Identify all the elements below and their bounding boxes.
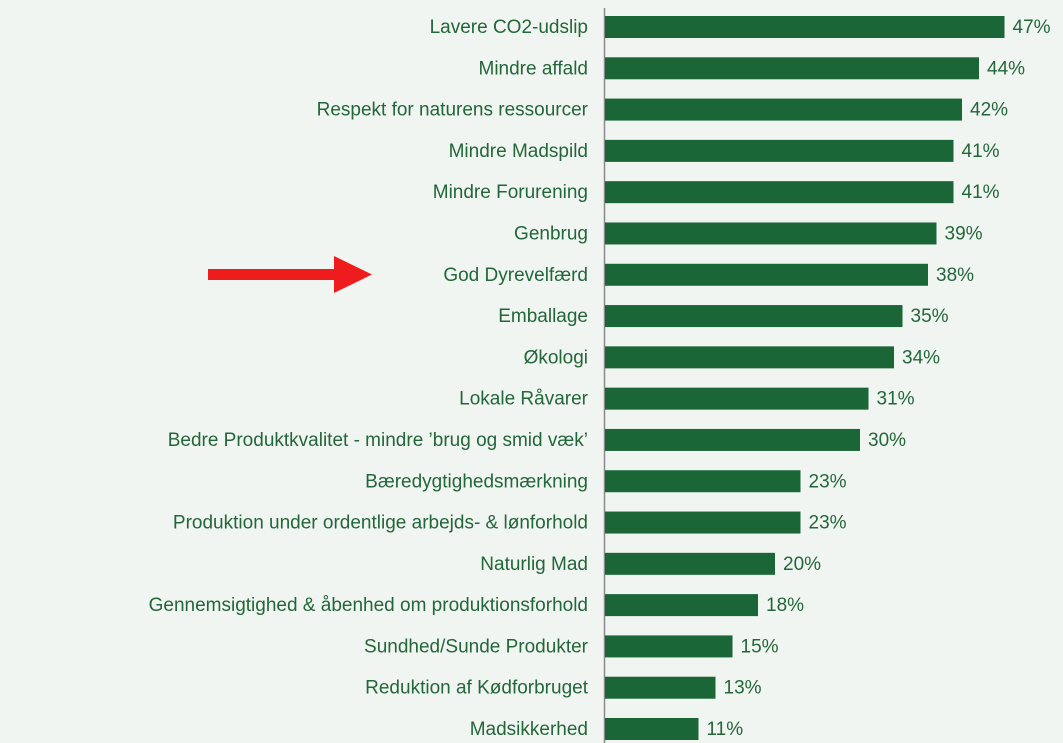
value-label: 41% bbox=[962, 182, 1000, 203]
value-label: 20% bbox=[783, 554, 821, 575]
value-label: 18% bbox=[766, 595, 804, 616]
category-label: Lokale Råvarer bbox=[459, 389, 589, 410]
bar bbox=[605, 346, 894, 369]
value-label: 13% bbox=[724, 678, 762, 699]
category-label: Bedre Produktkvalitet - mindre ’brug og … bbox=[168, 430, 588, 451]
value-label: 11% bbox=[707, 719, 744, 740]
category-label: God Dyrevelfærd bbox=[443, 265, 588, 286]
category-label: Naturlig Mad bbox=[480, 554, 588, 575]
category-label: Lavere CO2-udslip bbox=[430, 17, 588, 38]
bar bbox=[605, 305, 903, 328]
value-label: 23% bbox=[809, 513, 847, 534]
category-label: Produktion under ordentlige arbejds- & l… bbox=[173, 513, 588, 534]
bar bbox=[605, 511, 801, 534]
value-label: 34% bbox=[902, 347, 940, 368]
bar bbox=[605, 676, 716, 699]
bar bbox=[605, 635, 733, 658]
value-label: 44% bbox=[987, 58, 1025, 79]
bar bbox=[605, 222, 937, 245]
category-label: Madsikkerhed bbox=[470, 719, 588, 740]
category-label: Mindre Forurening bbox=[433, 182, 588, 203]
bar bbox=[605, 594, 758, 617]
value-label: 23% bbox=[809, 471, 847, 492]
value-label: 42% bbox=[970, 100, 1008, 121]
category-label: Sundhed/Sunde Produkter bbox=[364, 636, 589, 657]
bar bbox=[605, 387, 869, 410]
value-label: 38% bbox=[936, 265, 974, 286]
bar bbox=[605, 139, 954, 162]
value-label: 30% bbox=[868, 430, 906, 451]
bar bbox=[605, 428, 860, 451]
bar bbox=[605, 16, 1005, 38]
highlight-arrow bbox=[208, 256, 372, 293]
category-label: Mindre affald bbox=[479, 58, 589, 79]
value-label: 15% bbox=[741, 636, 779, 657]
category-label: Gennemsigtighed & åbenhed om produktions… bbox=[149, 595, 588, 616]
category-label: Bæredygtighedsmærkning bbox=[365, 471, 588, 492]
value-label: 47% bbox=[1013, 17, 1051, 38]
value-label: 35% bbox=[911, 306, 949, 327]
bar bbox=[605, 470, 801, 493]
category-label: Respekt for naturens ressourcer bbox=[317, 100, 589, 121]
bar bbox=[605, 552, 775, 575]
arrow-head bbox=[334, 256, 372, 293]
category-label: Økologi bbox=[524, 347, 588, 368]
value-label: 31% bbox=[877, 389, 915, 410]
category-label: Genbrug bbox=[514, 223, 588, 244]
bar bbox=[605, 718, 699, 740]
arrow-shaft bbox=[208, 269, 336, 280]
category-label: Emballage bbox=[498, 306, 588, 327]
value-label: 39% bbox=[945, 223, 983, 244]
bar bbox=[605, 263, 928, 286]
bar bbox=[605, 57, 979, 80]
category-label: Reduktion af Kødforbruget bbox=[365, 678, 589, 699]
bar bbox=[605, 98, 962, 121]
value-label: 41% bbox=[962, 141, 1000, 162]
bar bbox=[605, 181, 954, 204]
category-label: Mindre Madspild bbox=[449, 141, 588, 162]
